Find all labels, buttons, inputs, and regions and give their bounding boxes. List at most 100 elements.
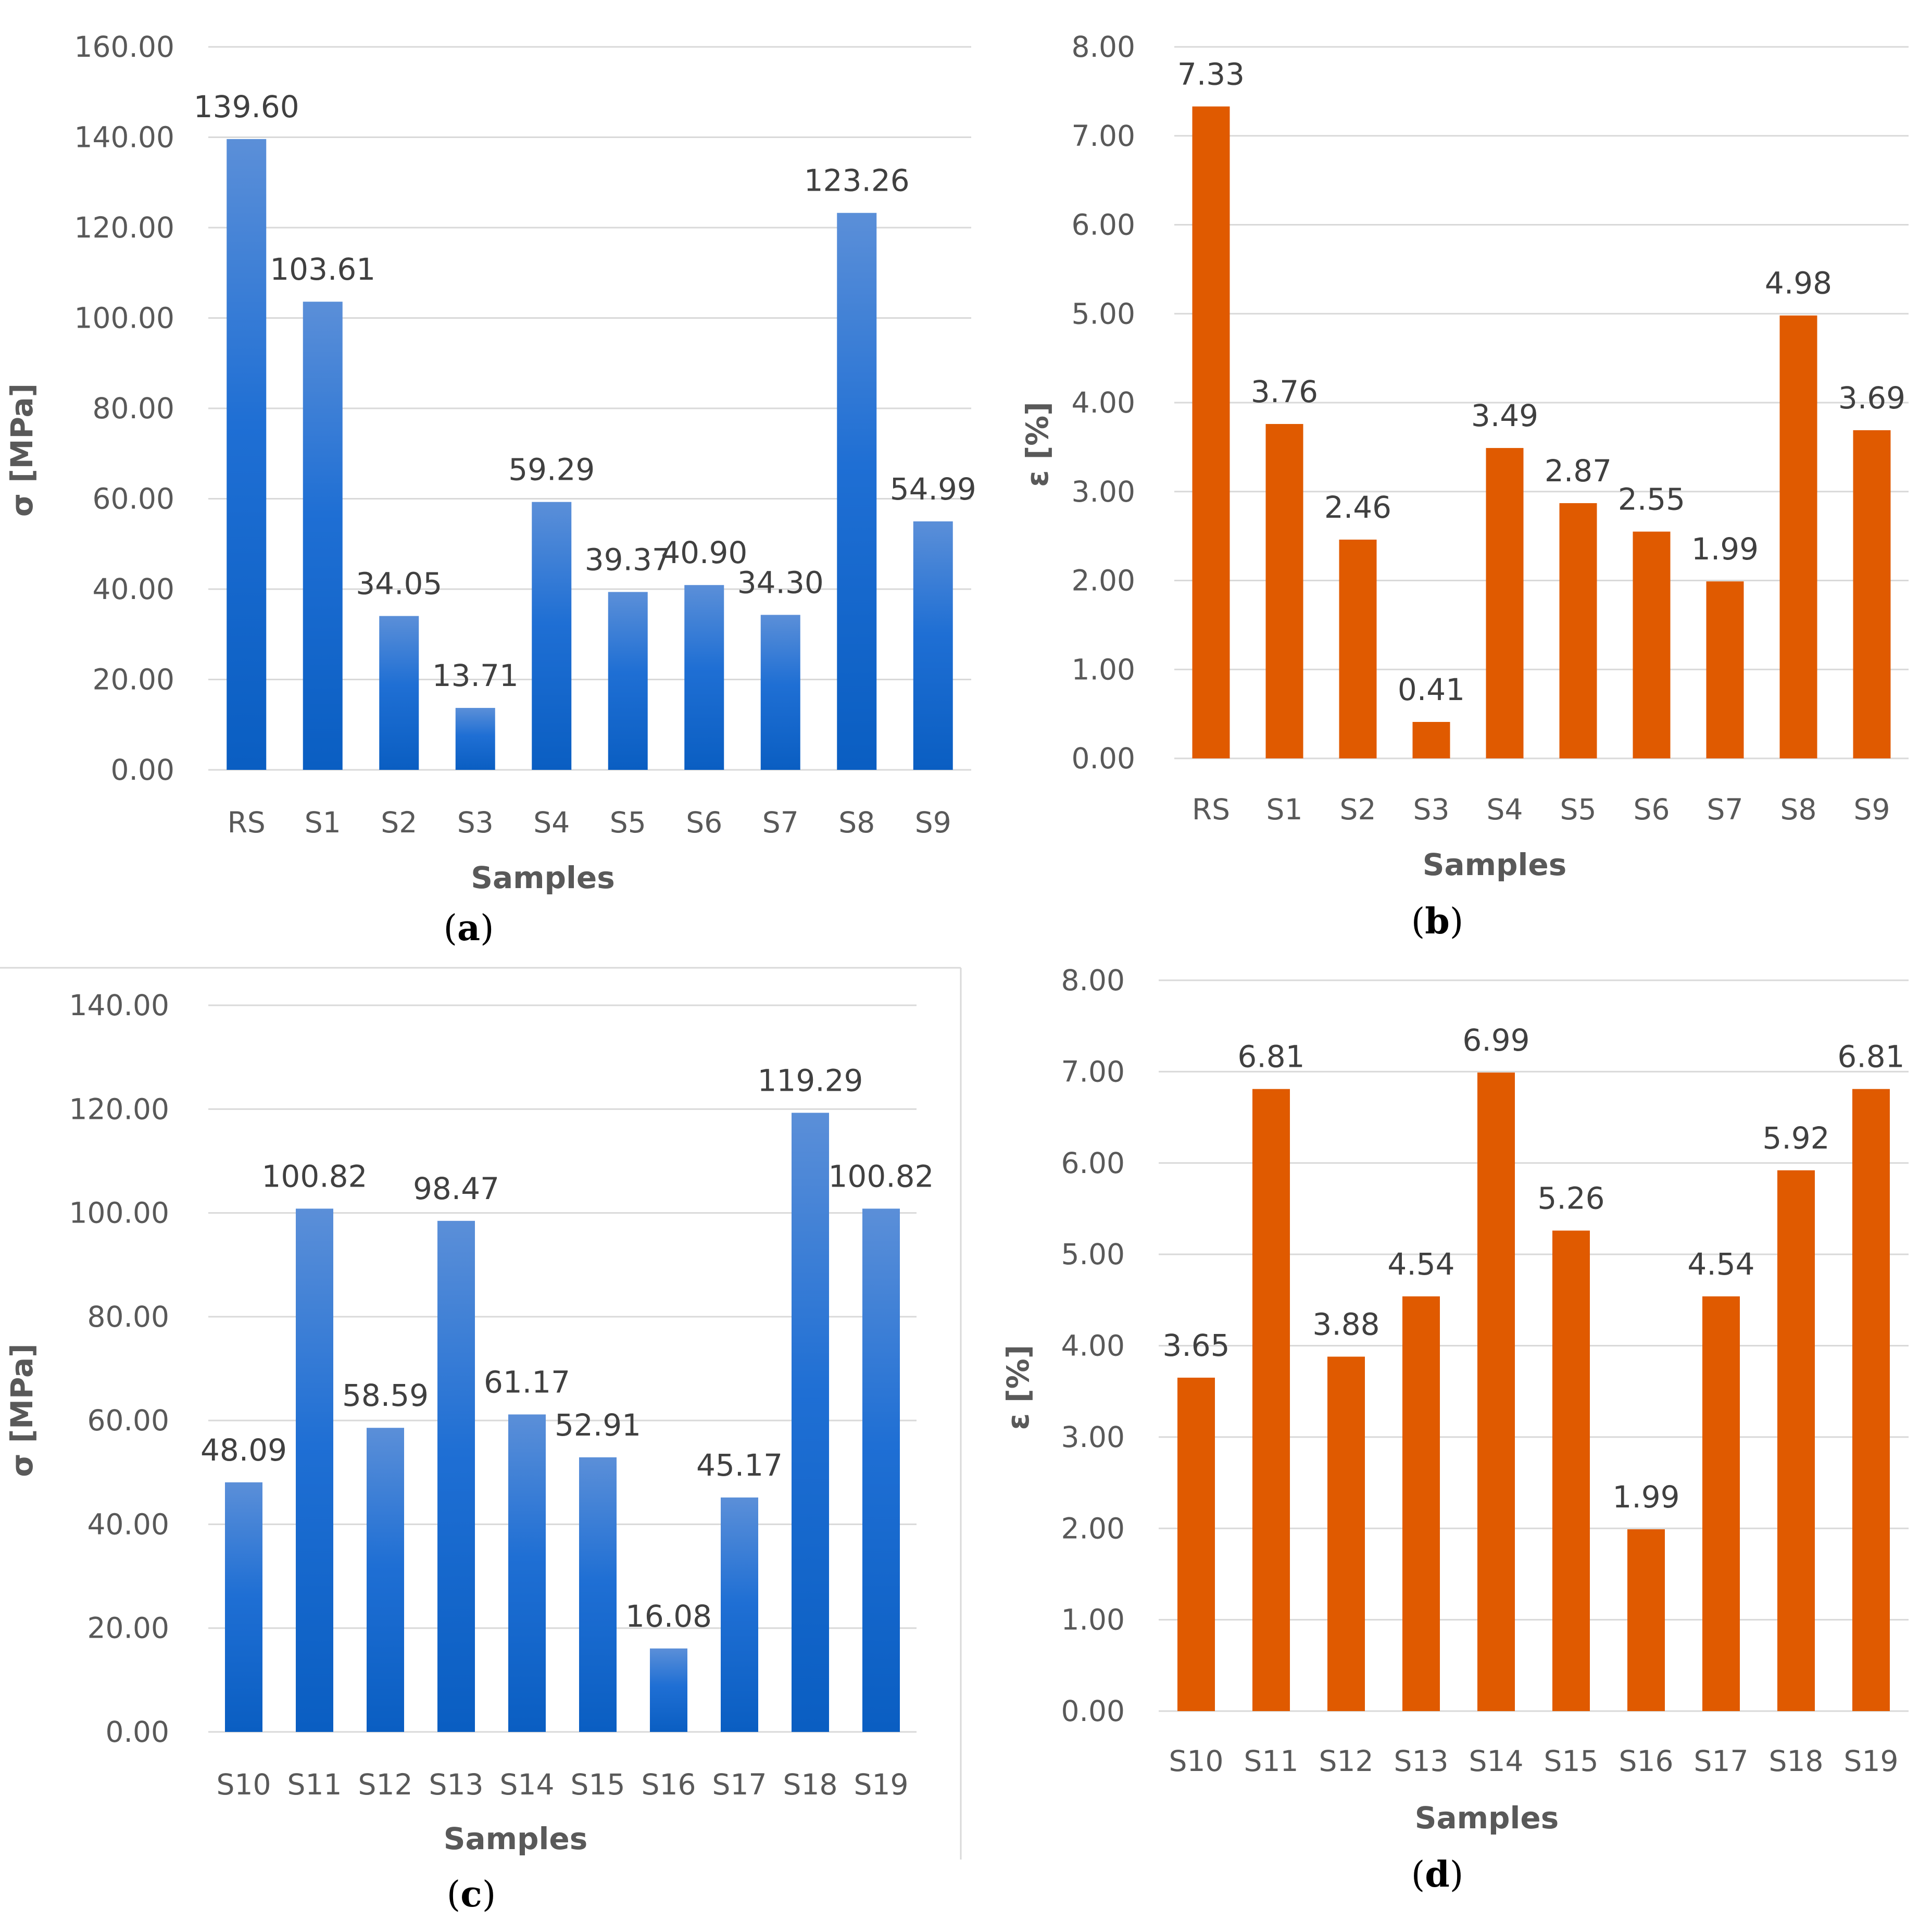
bar-S2 — [379, 616, 419, 770]
data-label: 40.90 — [661, 535, 747, 570]
x-tick-label: S6 — [686, 806, 722, 839]
data-label: 5.26 — [1537, 1181, 1604, 1216]
bar-S12 — [1327, 1356, 1365, 1711]
x-tick-label: S19 — [1844, 1744, 1899, 1778]
data-label: 16.08 — [625, 1599, 712, 1634]
x-tick-label: S3 — [1413, 793, 1450, 826]
panel-label: (a) — [443, 907, 494, 949]
data-label: 48.09 — [200, 1432, 287, 1468]
y-tick-label: 140.00 — [74, 121, 174, 154]
data-label: 4.54 — [1687, 1246, 1754, 1282]
data-label: 59.29 — [508, 452, 595, 488]
data-label: 58.59 — [342, 1378, 429, 1413]
x-axis-title: Samples — [471, 860, 615, 895]
x-tick-label: S5 — [1560, 793, 1597, 826]
data-label: 4.98 — [1765, 266, 1832, 301]
x-axis-title: Samples — [444, 1821, 588, 1856]
chart-panel-a: 0.00 20.00 40.00 60.00 80.00 100.00 120.00 140.… — [4, 30, 976, 949]
y-tick-label: 120.00 — [69, 1092, 169, 1126]
bar-S13 — [437, 1220, 475, 1732]
data-label: 103.61 — [270, 252, 375, 287]
x-tick-label: S2 — [381, 806, 417, 839]
data-label: 2.46 — [1324, 490, 1391, 525]
y-tick-label: 0.00 — [111, 753, 174, 787]
y-axis-title: ε [%] — [1020, 402, 1055, 487]
y-tick-label: 140.00 — [69, 989, 169, 1022]
bar-RS — [227, 139, 267, 770]
data-label: 7.33 — [1177, 56, 1245, 92]
chart-panel-b: 0.00 1.00 2.00 3.00 4.00 5.00 6.00 7.00 8.00 RS 7.… — [1020, 30, 1909, 942]
bar-S3 — [455, 708, 495, 770]
bar-S14 — [508, 1414, 546, 1732]
x-tick-label: S14 — [1469, 1744, 1524, 1778]
panel-label: (b) — [1411, 901, 1464, 942]
panel-label: (c) — [447, 1874, 496, 1915]
bar-S7 — [760, 615, 800, 770]
x-tick-label: S7 — [1707, 793, 1743, 826]
y-tick-label: 7.00 — [1072, 119, 1135, 153]
x-tick-label: S11 — [1244, 1744, 1299, 1778]
data-label: 0.41 — [1398, 672, 1465, 707]
bar-S17 — [1702, 1296, 1740, 1711]
bar-S11 — [1252, 1089, 1290, 1711]
y-tick-label: 100.00 — [74, 302, 174, 335]
bar-S19 — [1852, 1089, 1890, 1711]
bar-S16 — [1627, 1529, 1665, 1711]
data-label: 98.47 — [413, 1171, 499, 1206]
data-label: 139.60 — [194, 89, 299, 124]
x-tick-label: S13 — [1394, 1744, 1449, 1778]
bar-S2 — [1339, 539, 1377, 758]
x-tick-label: S1 — [1266, 793, 1303, 826]
x-tick-label: S5 — [610, 806, 646, 839]
data-label: 39.37 — [585, 542, 671, 577]
y-tick-label: 6.00 — [1061, 1146, 1125, 1180]
data-label: 1.99 — [1612, 1479, 1679, 1515]
y-tick-label: 0.00 — [106, 1715, 169, 1749]
y-tick-label: 1.00 — [1072, 653, 1135, 686]
bar-S15 — [1552, 1230, 1590, 1711]
bar-S6 — [1633, 531, 1671, 758]
y-axis-title: σ [MPa] — [4, 383, 40, 517]
x-tick-label: RS — [228, 806, 266, 839]
x-tick-label: S12 — [358, 1768, 413, 1801]
y-axis-title: σ [MPa] — [4, 1343, 40, 1477]
y-tick-label: 40.00 — [93, 572, 174, 606]
x-tick-label: S17 — [712, 1768, 767, 1801]
chart-panel-d: 0.00 1.00 2.00 3.00 4.00 5.00 6.00 7.00 8.00 S10 3… — [1000, 964, 1909, 1895]
bar-S3 — [1412, 721, 1450, 758]
data-label: 3.49 — [1471, 398, 1538, 433]
data-label: 61.17 — [484, 1364, 570, 1400]
y-tick-label: 60.00 — [87, 1404, 169, 1437]
bar-S4 — [1486, 448, 1524, 758]
data-label: 4.54 — [1387, 1246, 1454, 1282]
x-tick-label: S7 — [762, 806, 799, 839]
y-tick-label: 8.00 — [1072, 30, 1135, 64]
bar-S12 — [367, 1428, 404, 1732]
y-tick-label: 80.00 — [93, 392, 174, 425]
bar-S14 — [1477, 1072, 1515, 1711]
bar-S8 — [837, 213, 877, 770]
data-label: 5.92 — [1762, 1120, 1829, 1156]
data-label: 45.17 — [696, 1448, 783, 1483]
bar-S16 — [650, 1648, 687, 1732]
data-label: 3.76 — [1251, 374, 1318, 409]
x-tick-label: S14 — [500, 1768, 555, 1801]
x-tick-label: S16 — [1619, 1744, 1674, 1778]
bar-S7 — [1706, 581, 1744, 758]
data-label: 52.91 — [555, 1407, 641, 1443]
data-label: 2.55 — [1618, 482, 1685, 517]
bar-S10 — [1177, 1377, 1215, 1711]
x-axis-title: Samples — [1423, 847, 1567, 882]
x-tick-label: S16 — [642, 1768, 696, 1801]
data-label: 3.65 — [1162, 1328, 1230, 1363]
bar-S9 — [913, 521, 953, 770]
x-tick-label: S2 — [1340, 793, 1376, 826]
x-tick-label: S15 — [1544, 1744, 1599, 1778]
x-tick-label: S11 — [287, 1768, 342, 1801]
y-tick-label: 0.00 — [1072, 742, 1135, 775]
y-tick-label: 2.00 — [1061, 1512, 1125, 1545]
x-tick-label: S3 — [457, 806, 494, 839]
y-tick-label: 3.00 — [1072, 475, 1135, 508]
data-label: 13.71 — [432, 658, 519, 693]
